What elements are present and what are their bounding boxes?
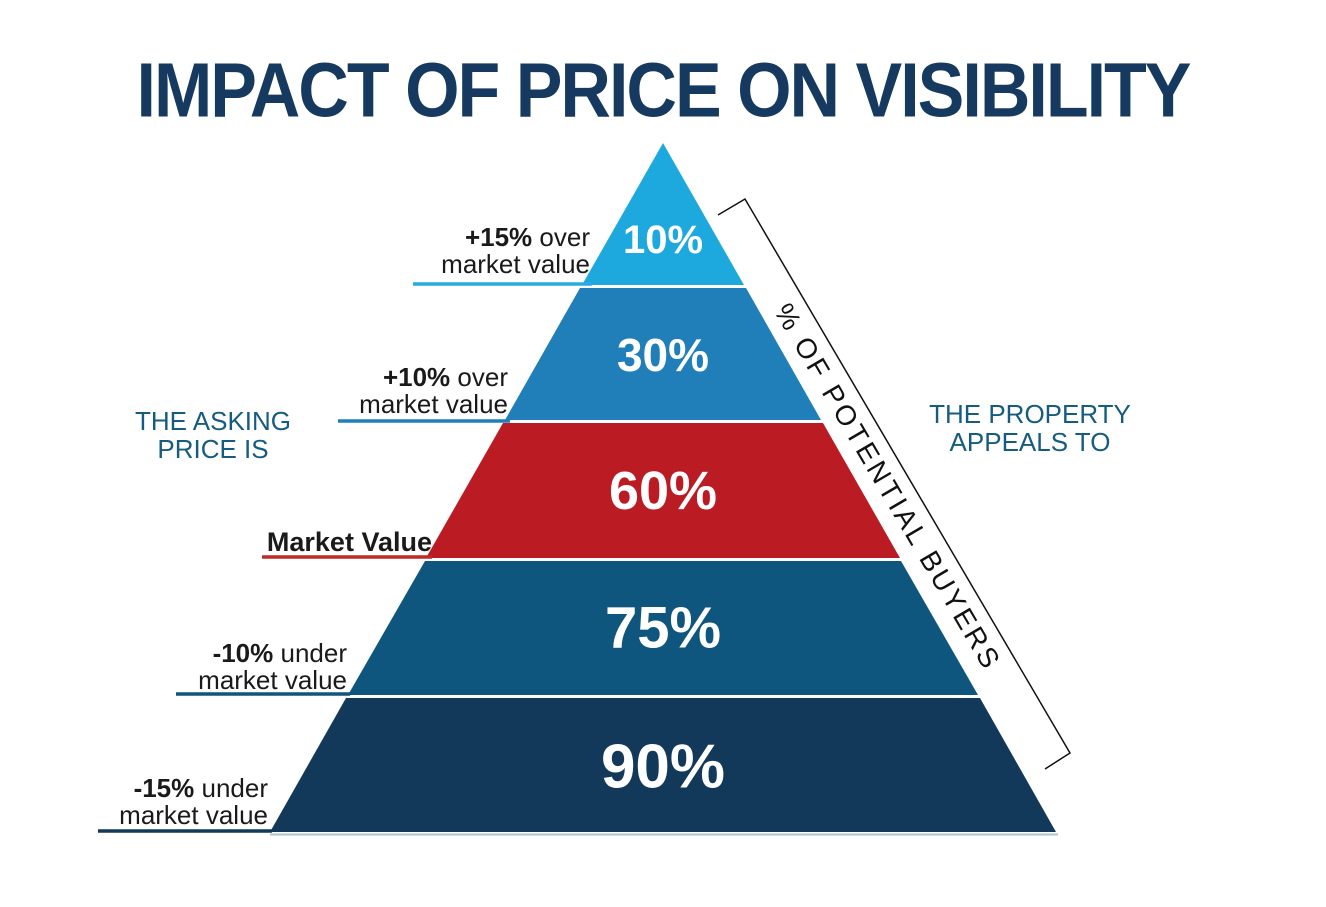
- price-label-minus10: -10% under market value: [198, 640, 347, 694]
- percent-value-60: 60%: [609, 461, 717, 521]
- price-label-line2: market value: [441, 249, 590, 279]
- bracket-line: [717, 197, 1072, 770]
- price-label-line2: market value: [198, 665, 347, 695]
- percent-value-30: 30%: [617, 329, 709, 381]
- percent-value-90: 90%: [601, 733, 725, 802]
- pyramid-level-30: [505, 288, 821, 420]
- price-label-minus15: -15% under market value: [119, 775, 268, 829]
- price-label-line1: -10% under: [212, 638, 347, 668]
- left-heading-line2: PRICE IS: [157, 434, 269, 464]
- price-label-plus10: +10% over market value: [359, 364, 508, 418]
- price-label-market-value: Market Value: [266, 527, 432, 557]
- right-heading-line2: APPEALS TO: [949, 427, 1111, 457]
- pyramid-level-10: [582, 143, 744, 285]
- percent-value-75: 75%: [605, 596, 721, 661]
- pyramid-level-60: [426, 423, 900, 558]
- pyramid-level-90: [270, 698, 1056, 832]
- price-label-plus15: +15% over market value: [441, 224, 590, 278]
- pyramid-level-75: [348, 561, 978, 695]
- price-label-line2: market value: [359, 389, 508, 419]
- right-heading-line1: THE PROPERTY: [929, 399, 1131, 429]
- price-label-line1: +10% over: [382, 362, 508, 392]
- price-label-line1: -15% under: [133, 773, 268, 803]
- percent-value-10: 10%: [623, 218, 703, 262]
- price-label-line2: market value: [119, 800, 268, 830]
- price-label-line1: +15% over: [464, 222, 590, 252]
- left-heading: THE ASKING PRICE IS: [63, 407, 363, 463]
- page-title: IMPACT OF PRICE ON VISIBILITY: [136, 47, 1192, 133]
- right-heading: THE PROPERTY APPEALS TO: [880, 400, 1180, 456]
- left-heading-line1: THE ASKING: [134, 406, 292, 436]
